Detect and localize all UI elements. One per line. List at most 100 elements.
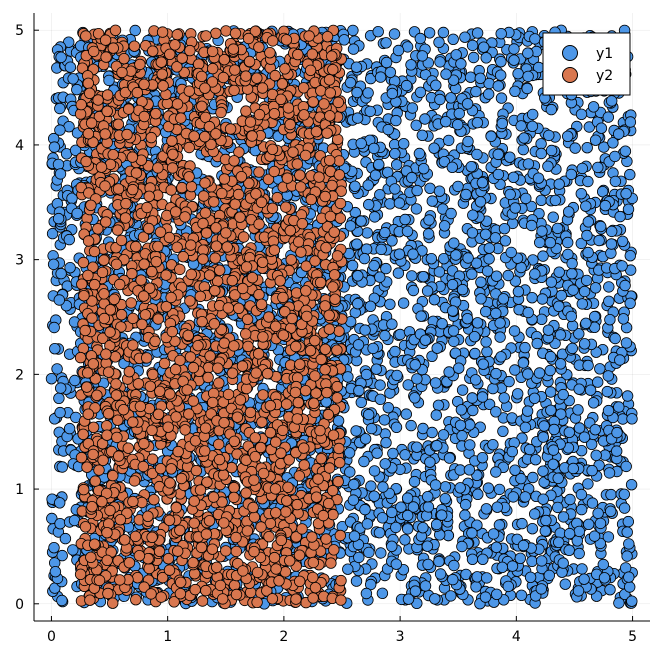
point-y1 bbox=[491, 501, 504, 513]
point-y1 bbox=[504, 188, 516, 201]
point-y1 bbox=[399, 213, 411, 226]
point-y1 bbox=[421, 285, 434, 297]
point-y1 bbox=[349, 180, 361, 193]
point-y1 bbox=[575, 187, 588, 200]
point-y1 bbox=[601, 385, 614, 398]
point-y1 bbox=[586, 497, 599, 509]
point-y1 bbox=[440, 68, 452, 80]
point-y1 bbox=[434, 568, 447, 580]
point-y1 bbox=[411, 441, 423, 453]
point-y1 bbox=[55, 51, 67, 64]
point-y1 bbox=[557, 388, 569, 401]
point-y1 bbox=[524, 443, 536, 456]
point-y1 bbox=[446, 278, 459, 291]
point-y1 bbox=[379, 329, 391, 342]
point-y1 bbox=[375, 547, 387, 559]
point-y1 bbox=[563, 206, 575, 218]
point-y1 bbox=[495, 351, 507, 363]
point-y1 bbox=[360, 587, 373, 600]
point-y1 bbox=[439, 481, 452, 493]
point-y1 bbox=[410, 203, 423, 215]
point-y1 bbox=[527, 108, 539, 121]
point-y1 bbox=[623, 538, 635, 550]
point-y1 bbox=[547, 444, 560, 456]
point-y1 bbox=[409, 585, 422, 597]
point-y1 bbox=[419, 113, 431, 125]
point-y1 bbox=[389, 345, 401, 358]
point-y1 bbox=[48, 321, 60, 334]
point-y1 bbox=[494, 331, 506, 343]
point-y1 bbox=[471, 116, 484, 129]
point-y1 bbox=[609, 175, 622, 188]
point-y1 bbox=[578, 431, 591, 443]
point-y1 bbox=[483, 242, 496, 254]
point-y1 bbox=[490, 406, 502, 418]
point-y1 bbox=[537, 493, 549, 505]
point-y1 bbox=[352, 270, 364, 282]
point-y1 bbox=[459, 498, 472, 511]
point-y1 bbox=[563, 544, 575, 557]
point-y1 bbox=[445, 590, 457, 602]
point-y1 bbox=[620, 187, 632, 200]
point-y1 bbox=[430, 409, 443, 421]
point-y1 bbox=[509, 364, 521, 376]
point-y1 bbox=[557, 511, 570, 523]
point-y1 bbox=[553, 536, 565, 549]
point-y1 bbox=[466, 39, 479, 52]
point-y1 bbox=[578, 285, 591, 298]
point-y1 bbox=[373, 527, 386, 539]
point-y1 bbox=[342, 563, 354, 575]
point-y1 bbox=[531, 337, 543, 350]
point-y1 bbox=[399, 534, 411, 546]
point-y1 bbox=[496, 561, 509, 574]
point-y1 bbox=[414, 32, 427, 45]
point-y1 bbox=[616, 260, 628, 272]
point-y1 bbox=[508, 43, 520, 55]
point-y1 bbox=[479, 228, 492, 241]
point-y1 bbox=[614, 354, 626, 366]
point-y1 bbox=[581, 274, 593, 287]
point-y1 bbox=[47, 258, 60, 271]
point-y1 bbox=[398, 137, 410, 150]
point-y1 bbox=[364, 105, 376, 118]
point-y1 bbox=[490, 307, 502, 320]
point-y1 bbox=[593, 234, 605, 247]
point-y2 bbox=[226, 367, 239, 379]
point-y1 bbox=[461, 98, 474, 110]
point-y1 bbox=[390, 421, 403, 434]
point-y1 bbox=[620, 460, 632, 473]
point-y1 bbox=[432, 399, 445, 412]
point-y1 bbox=[589, 424, 602, 436]
point-y1 bbox=[359, 324, 371, 336]
point-y1 bbox=[540, 514, 552, 527]
point-y1 bbox=[430, 518, 443, 531]
point-y1 bbox=[496, 117, 509, 130]
point-y1 bbox=[69, 374, 81, 387]
point-y1 bbox=[454, 482, 466, 494]
point-y1 bbox=[469, 374, 482, 386]
point-y1 bbox=[390, 114, 402, 127]
point-y1 bbox=[578, 338, 591, 350]
point-y1 bbox=[353, 384, 365, 397]
point-y1 bbox=[589, 282, 602, 294]
point-y1 bbox=[626, 595, 638, 607]
point-y1 bbox=[623, 571, 635, 583]
point-y1 bbox=[604, 314, 616, 326]
point-y1 bbox=[509, 85, 521, 98]
point-y1 bbox=[590, 449, 602, 462]
point-y1 bbox=[611, 445, 623, 457]
point-y1 bbox=[401, 225, 414, 238]
point-y1 bbox=[425, 253, 438, 265]
point-y1 bbox=[582, 175, 594, 188]
point-y1 bbox=[467, 51, 480, 64]
point-y1 bbox=[393, 248, 406, 260]
point-y1 bbox=[495, 92, 508, 104]
point-y1 bbox=[582, 478, 594, 490]
point-y1 bbox=[389, 183, 401, 195]
point-y1 bbox=[386, 506, 398, 519]
point-y1 bbox=[55, 382, 67, 394]
point-y1 bbox=[347, 43, 360, 55]
point-y1 bbox=[455, 404, 468, 416]
point-y2 bbox=[332, 133, 344, 146]
point-y1 bbox=[554, 358, 567, 370]
